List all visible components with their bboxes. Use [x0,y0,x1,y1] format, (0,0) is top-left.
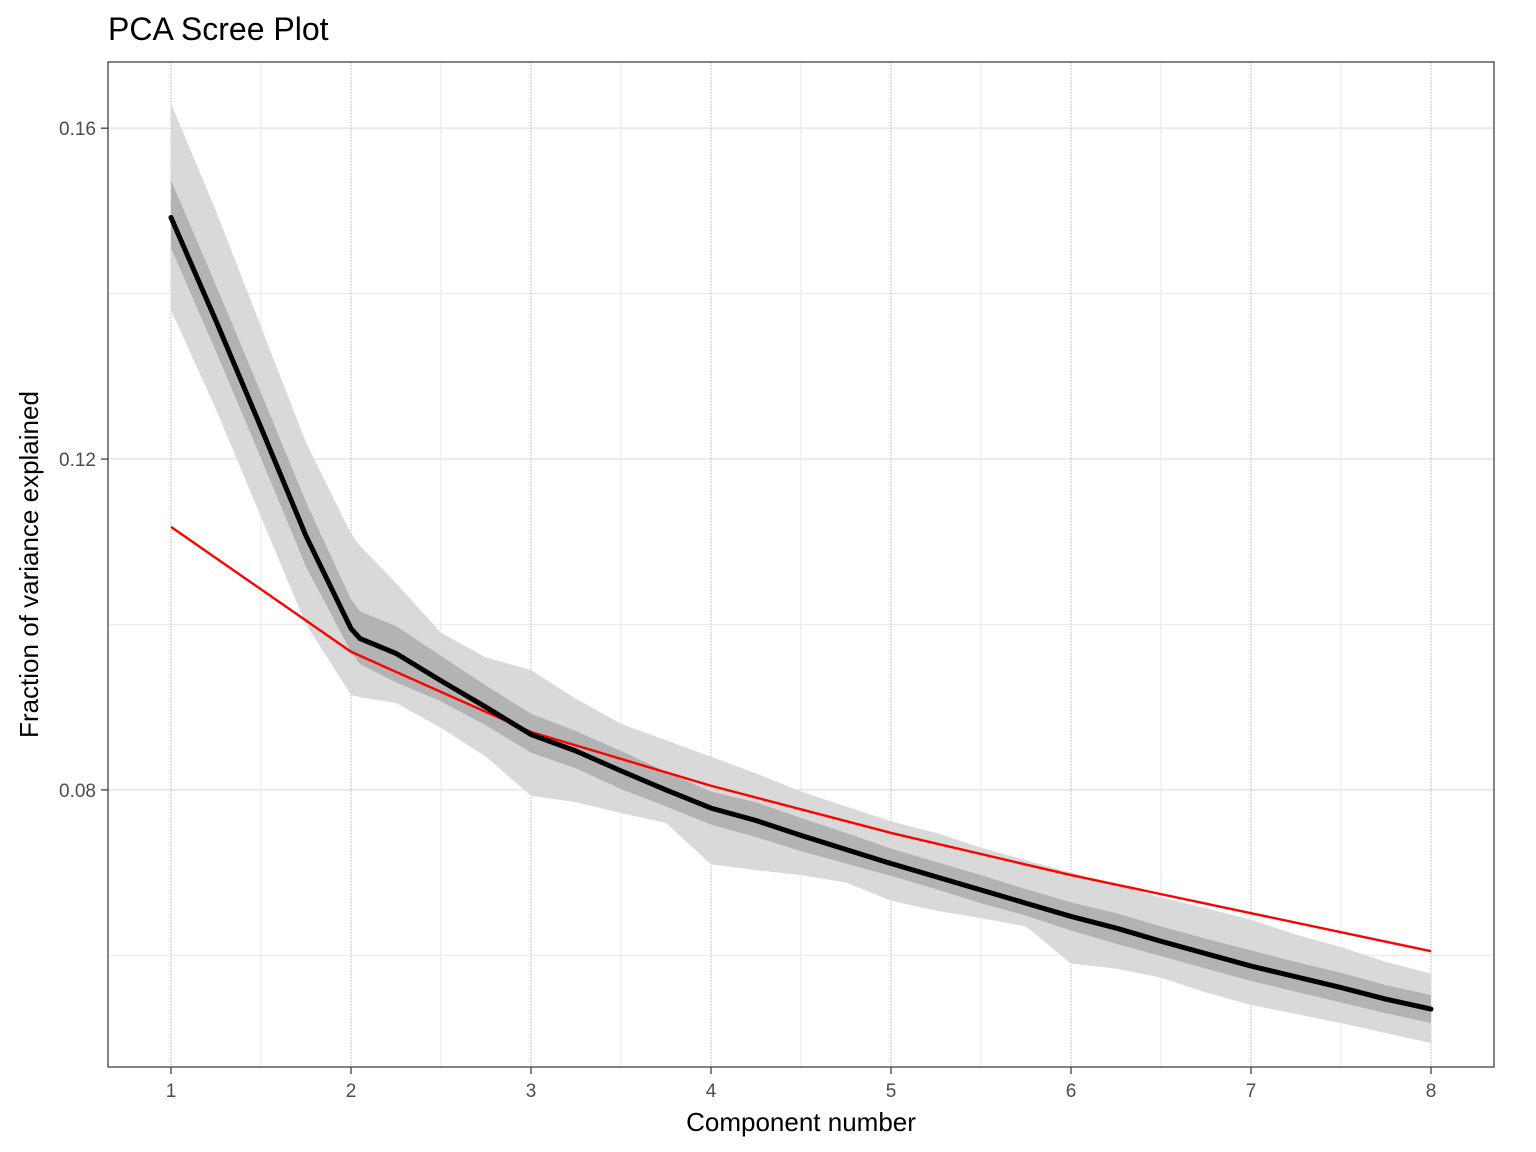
mean-variance-line [168,215,1434,1012]
x-tick-label: 5 [886,1081,897,1102]
x-tick-label: 3 [526,1081,537,1102]
x-tick-label: 7 [1246,1081,1257,1102]
y-tick-label: 0.08 [59,781,96,802]
outer-confidence-band [171,103,1431,1044]
y-tick-label: 0.16 [59,119,96,140]
y-tick-label: 0.12 [59,450,96,471]
x-tick-label: 6 [1066,1081,1077,1102]
x-tick-label: 4 [706,1081,717,1102]
confidence-bands [171,103,1431,1044]
x-tick-label: 2 [346,1081,357,1102]
x-axis-title: Component number [686,1107,916,1137]
reference-line [170,525,1432,953]
axes: 1 2 3 4 5 6 7 8 0.08 0.12 0.16 [59,119,1436,1102]
x-tick-label: 8 [1426,1081,1437,1102]
x-tick-label: 1 [166,1081,177,1102]
chart-title: PCA Scree Plot [108,11,329,47]
plot-panel-border [107,61,1495,1068]
y-axis-title: Fraction of variance explained [14,391,44,738]
series-lines [168,215,1434,1012]
